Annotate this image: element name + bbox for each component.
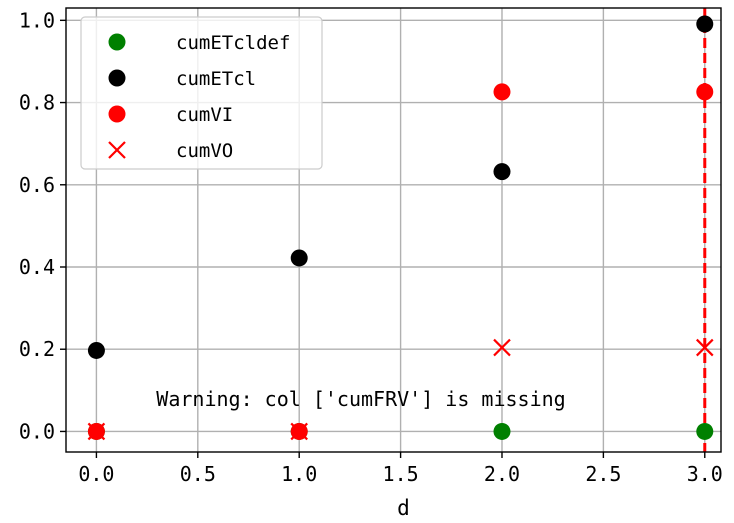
x-tick-label: 0.0 [78,462,114,486]
cumvo-point-stroke [290,422,308,441]
x-tick-label: 1.5 [383,462,419,486]
y-tick-label: 1.0 [19,8,55,32]
cumetcldef-point [696,422,714,440]
legend: cumETcldef cumETcl cumVI cumVO [80,16,323,170]
cumetcl-point [87,341,105,359]
cumetcl-point [290,249,308,267]
y-tick-label: 0.8 [19,91,55,115]
cumetcl-point [493,163,511,181]
y-tick-label: 0.6 [19,173,55,197]
legend-marker-cumetcldef [108,33,126,51]
cumetcl-point [696,15,714,33]
legend-label-cumetcldef: cumETcldef [176,32,290,54]
x-tick-label: 3.0 [687,462,723,486]
cumvo-point-stroke [87,422,106,441]
cumvi-point [493,83,511,101]
y-tick-label: 0.4 [19,255,55,279]
cumvo-point-stroke [695,338,714,357]
legend-marker-cumetcl [108,69,126,87]
x-tick-label: 2.0 [484,462,520,486]
cumvo-point-stroke [493,338,511,357]
legend-marker-cumvo [108,141,126,159]
axis-ticks: 0.0 0.5 1.0 1.5 2.0 2.5 3.0 0.0 0.2 0.4 0.6 0.8 1.0 [19,8,723,486]
x-tick-label: 0.5 [180,462,216,486]
cumvo-point [493,338,511,357]
legend-label-cumvi: cumVI [176,104,233,126]
x-tick-label: 2.5 [585,462,621,486]
y-tick-label: 0.0 [19,419,55,443]
legend-marker-cumvi [108,105,126,123]
x-tick-label: 1.0 [281,462,317,486]
x-axis-label: d [397,496,410,520]
legend-label-cumvo: cumVO [176,140,233,162]
legend-box [80,16,323,170]
y-tick-label: 0.2 [19,337,55,361]
cumvo-point [695,338,714,357]
plot-frame [65,7,722,453]
cumvo-point [290,422,308,441]
legend-marker-cumvo-stroke [108,141,126,159]
warning-annotation: Warning: col ['cumFRV'] is missing [156,387,565,411]
cumetcldef-point [493,422,511,440]
cumvi-point [696,83,714,101]
data-points [87,8,714,452]
legend-label-cumetcl: cumETcl [176,68,256,90]
cumvo-point [87,422,106,441]
